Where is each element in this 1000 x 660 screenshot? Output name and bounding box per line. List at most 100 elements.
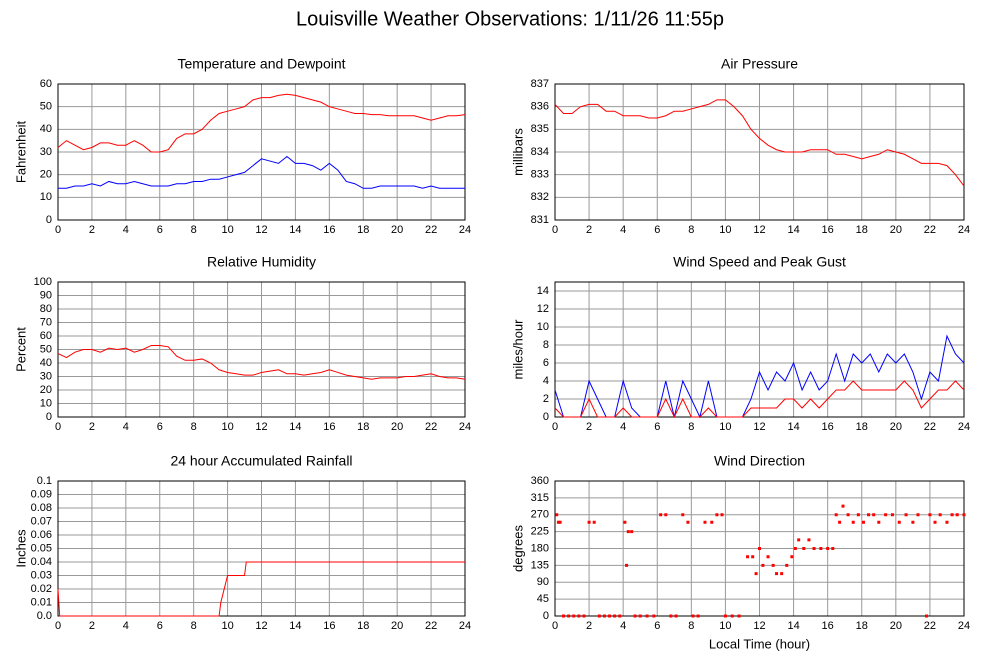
- x-tick-label: 24: [958, 620, 970, 632]
- chart-title: 24 hour Accumulated Rainfall: [170, 453, 352, 469]
- data-point: [630, 530, 634, 534]
- data-point: [950, 513, 954, 517]
- x-tick-label: 22: [924, 224, 936, 236]
- data-line: [554, 334, 965, 419]
- y-tick-label: 4: [543, 375, 549, 387]
- y-tick-label: 40: [40, 357, 52, 369]
- x-tick-label: 22: [425, 224, 437, 236]
- x-axis-label: Local Time (hour): [709, 636, 810, 651]
- data-point: [567, 614, 571, 618]
- x-tick-label: 12: [753, 421, 765, 433]
- data-point: [582, 614, 586, 618]
- data-point: [703, 520, 707, 524]
- data-point: [710, 520, 714, 524]
- y-tick-label: 90: [537, 576, 549, 588]
- x-tick-label: 6: [654, 421, 660, 433]
- x-tick-label: 10: [719, 224, 731, 236]
- data-point: [766, 555, 770, 559]
- plot-frame: [57, 83, 466, 221]
- data-point: [925, 614, 929, 618]
- plot-frame: [554, 480, 965, 617]
- x-tick-label: 24: [459, 620, 471, 632]
- x-tick-label: 22: [425, 421, 437, 433]
- y-tick-label: 836: [531, 101, 549, 113]
- x-tick-label: 22: [924, 421, 936, 433]
- y-tick-label: 50: [40, 343, 52, 355]
- x-tick-label: 4: [620, 224, 626, 236]
- x-tick-label: 10: [719, 421, 731, 433]
- data-point: [819, 547, 823, 550]
- data-point: [737, 614, 741, 618]
- y-tick-label: 837: [531, 78, 549, 90]
- data-point: [618, 614, 622, 618]
- y-tick-label: 10: [537, 321, 549, 333]
- data-point: [771, 563, 775, 567]
- data-point: [626, 530, 630, 534]
- data-point: [664, 513, 668, 517]
- x-tick-label: 18: [856, 421, 868, 433]
- x-tick-label: 18: [856, 224, 868, 236]
- data-point: [556, 520, 560, 524]
- data-point: [555, 513, 559, 517]
- x-tick-label: 14: [289, 224, 301, 236]
- x-tick-label: 24: [958, 224, 970, 236]
- y-tick-label: 50: [40, 101, 52, 113]
- data-point: [802, 547, 806, 550]
- y-axis-label: Fahrenheit: [13, 121, 28, 184]
- x-tick-label: 0: [55, 224, 61, 236]
- y-tick-label: 100: [34, 276, 52, 288]
- chart-title: Wind Direction: [714, 453, 805, 469]
- data-point: [754, 572, 758, 576]
- data-point: [793, 547, 797, 550]
- x-tick-label: 10: [719, 620, 731, 632]
- data-point: [720, 513, 724, 517]
- y-tick-label: 831: [531, 214, 549, 226]
- data-point: [911, 520, 915, 524]
- x-tick-label: 18: [856, 620, 868, 632]
- data-point: [625, 563, 629, 567]
- data-point: [602, 614, 606, 618]
- x-tick-label: 12: [753, 224, 765, 236]
- y-tick-label: 270: [531, 509, 549, 521]
- x-tick-label: 12: [255, 421, 267, 433]
- x-tick-label: 18: [357, 620, 369, 632]
- data-point: [838, 520, 842, 524]
- y-tick-label: 180: [531, 542, 549, 554]
- y-tick-label: 14: [537, 285, 549, 297]
- y-tick-label: 80: [40, 303, 52, 315]
- x-tick-label: 14: [787, 421, 799, 433]
- y-tick-label: 30: [40, 370, 52, 382]
- y-tick-label: 2: [543, 393, 549, 405]
- data-point: [669, 614, 673, 618]
- y-tick-label: 835: [531, 123, 549, 135]
- data-point: [797, 538, 801, 542]
- data-point: [638, 614, 642, 618]
- data-point: [775, 572, 779, 576]
- data-point: [846, 513, 850, 517]
- data-point: [652, 614, 656, 618]
- x-tick-label: 0: [55, 421, 61, 433]
- data-point: [872, 513, 876, 517]
- data-point: [633, 614, 637, 618]
- y-tick-label: 0.03: [31, 569, 52, 581]
- data-point: [785, 563, 789, 567]
- data-point: [780, 572, 784, 576]
- data-point: [962, 513, 966, 517]
- x-tick-label: 8: [688, 421, 694, 433]
- x-tick-label: 10: [221, 421, 233, 433]
- y-tick-label: 0.0: [37, 610, 52, 622]
- y-tick-label: 0.05: [31, 542, 52, 554]
- x-tick-label: 16: [822, 421, 834, 433]
- data-line: [554, 99, 965, 187]
- chart-title: Relative Humidity: [207, 254, 316, 270]
- data-point: [751, 555, 755, 559]
- plot-frame: [554, 281, 965, 418]
- y-tick-label: 60: [40, 78, 52, 90]
- data-point: [645, 614, 649, 618]
- x-tick-label: 0: [552, 620, 558, 632]
- plot-frame: [554, 83, 965, 221]
- x-tick-label: 2: [586, 421, 592, 433]
- x-tick-label: 2: [586, 224, 592, 236]
- data-line: [58, 155, 465, 189]
